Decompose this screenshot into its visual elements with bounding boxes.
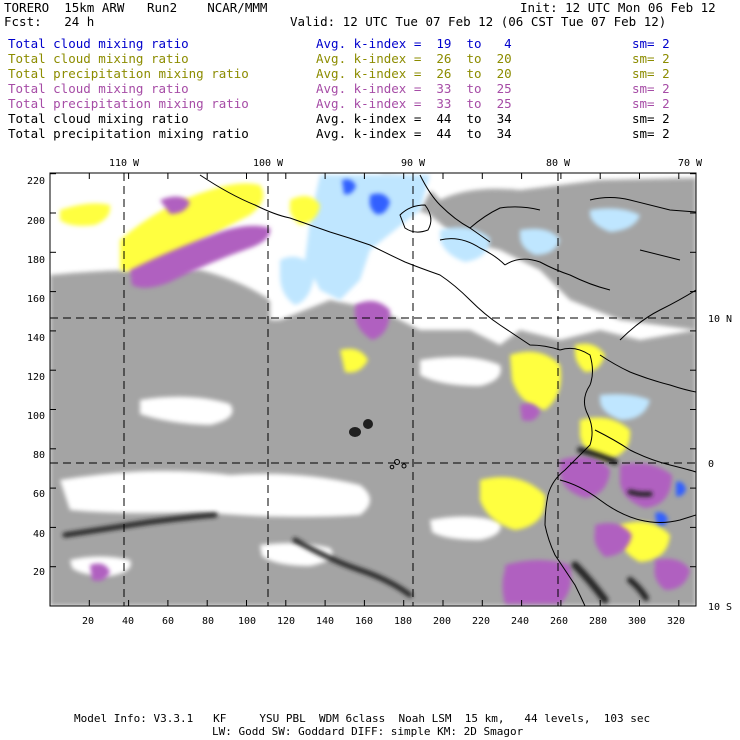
legend-stat: Avg. k-index = 19 to 4 — [316, 36, 512, 51]
x-index-label: 60 — [162, 616, 174, 627]
x-index-label: 300 — [628, 616, 646, 627]
purple-field — [90, 196, 690, 604]
y-index-label: 200 — [27, 216, 45, 227]
galapagos-islands — [389, 459, 407, 470]
legend-sm: sm= 2 — [632, 96, 670, 111]
graticule — [50, 173, 696, 606]
y-index-label: 20 — [33, 567, 45, 578]
map-frame — [49, 172, 697, 607]
light-blue-field — [280, 175, 650, 420]
y-index-label: 100 — [27, 411, 45, 422]
x-index-label: 200 — [433, 616, 451, 627]
x-index-label: 120 — [277, 616, 295, 627]
legend-field: Total cloud mixing ratio — [8, 36, 189, 51]
lon-label: 70 W — [678, 158, 703, 169]
legend-stat: Avg. k-index = 33 to 25 — [316, 96, 512, 111]
x-index-label: 100 — [238, 616, 256, 627]
legend-field: Total cloud mixing ratio — [8, 111, 189, 126]
x-index-label: 280 — [589, 616, 607, 627]
x-index-label: 180 — [394, 616, 412, 627]
legend-stat: Avg. k-index = 33 to 25 — [316, 81, 512, 96]
y-index-label: 40 — [33, 529, 45, 540]
y-index-label: 140 — [27, 333, 45, 344]
legend-sm: sm= 2 — [632, 111, 670, 126]
legend-sm: sm= 2 — [632, 51, 670, 66]
x-index-label: 240 — [511, 616, 529, 627]
y-index-label: 80 — [33, 450, 45, 461]
model-title: TORERO 15km ARW Run2 NCAR/MMM — [4, 0, 268, 15]
y-index-label: 120 — [27, 372, 45, 383]
legend-sm: sm= 2 — [632, 66, 670, 81]
lon-label: 100 W — [253, 158, 284, 169]
x-index-label: 80 — [202, 616, 214, 627]
y-index-label: 180 — [27, 255, 45, 266]
y-index-label: 220 — [27, 176, 45, 187]
coastlines — [199, 174, 696, 606]
lat-label: 0 — [708, 459, 714, 470]
physics-info: LW: Godd SW: Goddard DIFF: simple KM: 2D… — [212, 725, 524, 738]
legend-field: Total precipitation mixing ratio — [8, 66, 249, 81]
y-index-label: 160 — [27, 294, 45, 305]
legend-sm: sm= 2 — [632, 36, 670, 51]
axis-tick-marks — [49, 173, 696, 607]
dark-bands — [62, 447, 653, 604]
dark-blobs — [349, 419, 373, 437]
legend-sm: sm= 2 — [632, 126, 670, 141]
init-time: Init: 12 UTC Mon 06 Feb 12 — [520, 0, 716, 15]
legend-field: Total cloud mixing ratio — [8, 81, 189, 96]
x-index-label: 320 — [667, 616, 685, 627]
y-index-label: 60 — [33, 489, 45, 500]
legend-field: Total precipitation mixing ratio — [8, 96, 249, 111]
x-index-label: 40 — [122, 616, 134, 627]
model-info: Model Info: V3.3.1 KF YSU PBL WDM 6class… — [74, 712, 651, 725]
x-index-label: 260 — [550, 616, 568, 627]
legend-stat: Avg. k-index = 44 to 34 — [316, 126, 512, 141]
forecast-hour: Fcst: 24 h — [4, 14, 95, 29]
legend-sm: sm= 2 — [632, 81, 670, 96]
x-index-label: 140 — [316, 616, 334, 627]
legend-stat: Avg. k-index = 26 to 20 — [316, 66, 512, 81]
lon-label: 90 W — [401, 158, 426, 169]
lon-label: 110 W — [109, 158, 140, 169]
legend-stat: Avg. k-index = 44 to 34 — [316, 111, 512, 126]
legend-field: Total cloud mixing ratio — [8, 51, 189, 66]
x-index-label: 160 — [355, 616, 373, 627]
x-index-label: 220 — [472, 616, 490, 627]
lat-label: 10 N — [708, 314, 732, 325]
legend-stat: Avg. k-index = 26 to 20 — [316, 51, 512, 66]
valid-time: Valid: 12 UTC Tue 07 Feb 12 (06 CST Tue … — [290, 14, 667, 29]
x-index-label: 20 — [82, 616, 94, 627]
lon-label: 80 W — [546, 158, 571, 169]
legend-field: Total precipitation mixing ratio — [8, 126, 249, 141]
field-layers — [50, 173, 696, 606]
lat-label: 10 S — [708, 602, 732, 613]
